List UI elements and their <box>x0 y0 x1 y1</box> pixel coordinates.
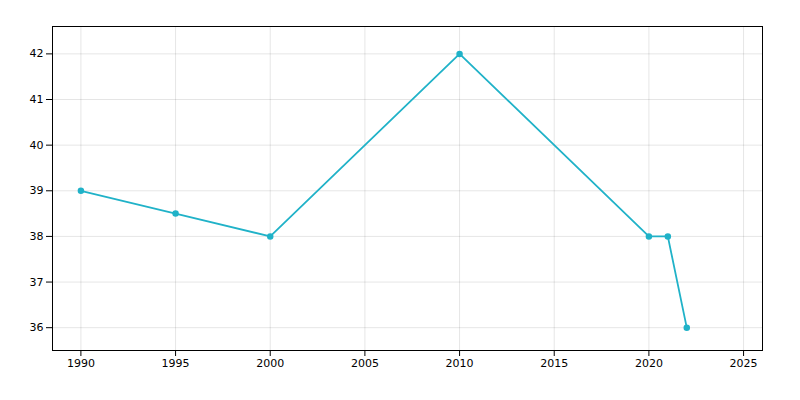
svg-text:41: 41 <box>30 93 44 106</box>
svg-text:39: 39 <box>30 184 44 197</box>
svg-text:1990: 1990 <box>67 357 95 370</box>
svg-text:1995: 1995 <box>162 357 190 370</box>
svg-text:42: 42 <box>30 47 44 60</box>
svg-text:2020: 2020 <box>635 357 663 370</box>
svg-text:2010: 2010 <box>446 357 474 370</box>
svg-text:40: 40 <box>30 139 44 152</box>
svg-text:2000: 2000 <box>256 357 284 370</box>
svg-text:38: 38 <box>30 230 44 243</box>
svg-text:2025: 2025 <box>730 357 758 370</box>
svg-text:2015: 2015 <box>540 357 568 370</box>
svg-text:2005: 2005 <box>351 357 379 370</box>
svg-text:37: 37 <box>30 276 44 289</box>
svg-text:36: 36 <box>30 321 44 334</box>
